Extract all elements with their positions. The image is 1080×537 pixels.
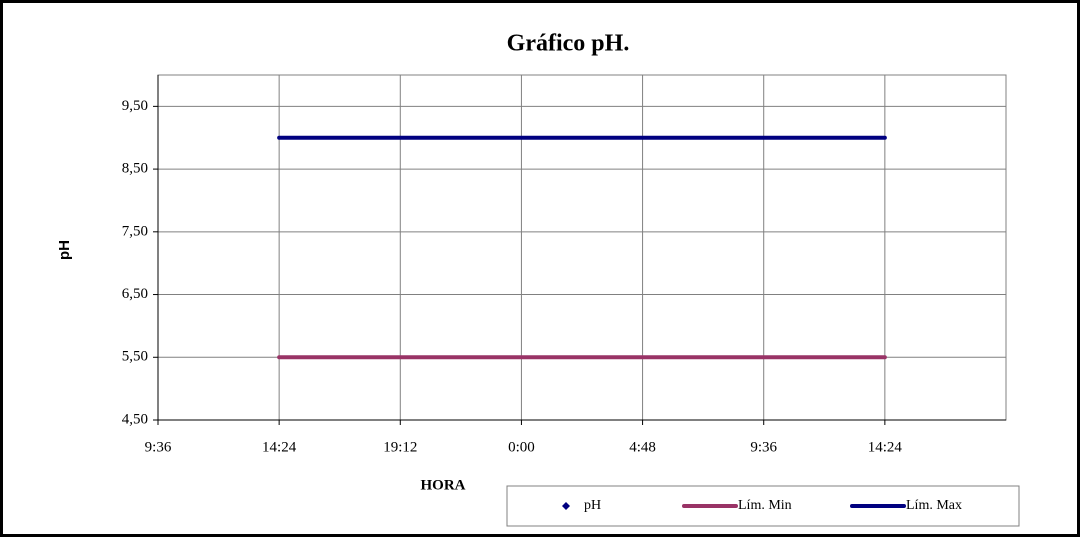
legend (506, 485, 1020, 527)
chart-title: Gráfico pH. (507, 31, 630, 57)
y-tick-label: 9,50 (122, 98, 148, 114)
y-tick-label: 8,50 (122, 161, 148, 177)
legend-label: Lím. Max (906, 498, 962, 513)
x-axis-label: HORA (421, 477, 466, 493)
y-tick-label: 4,50 (122, 411, 148, 427)
x-tick-label: 19:12 (383, 439, 417, 455)
legend-marker (562, 502, 570, 510)
y-tick-label: 6,50 (122, 286, 148, 302)
x-tick-label: 9:36 (750, 439, 777, 455)
y-axis-label: pH (56, 240, 73, 260)
legend-label: pH (584, 498, 601, 513)
x-tick-label: 4:48 (629, 439, 656, 455)
y-tick-label: 7,50 (122, 223, 148, 239)
x-tick-label: 14:24 (868, 439, 903, 455)
x-tick-label: 14:24 (262, 439, 297, 455)
x-tick-label: 0:00 (508, 439, 535, 455)
y-tick-label: 5,50 (122, 349, 148, 365)
legend-label: Lím. Min (738, 498, 792, 513)
x-tick-label: 9:36 (145, 439, 172, 455)
